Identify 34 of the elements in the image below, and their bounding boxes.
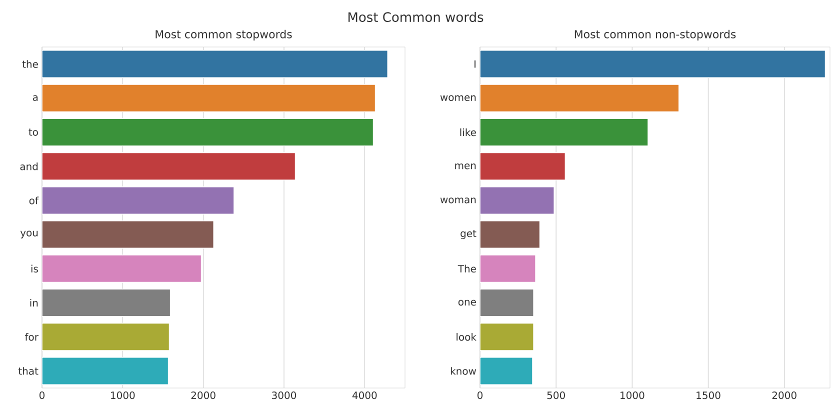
chart-title: Most common stopwords: [156, 30, 292, 40]
y-tick-label: know: [450, 367, 476, 375]
text: Most Common words: [348, 12, 484, 22]
y-tick-label: a: [32, 95, 38, 102]
x-tick-label: 0: [477, 392, 483, 400]
y-tick-label: to: [28, 128, 38, 136]
y-tick-label: and: [20, 162, 38, 170]
y-tick-label: The: [458, 264, 476, 273]
x-tick-label: 1000: [111, 392, 135, 400]
x-tick-label: 1500: [696, 392, 720, 400]
y-tick-label: you: [20, 230, 38, 238]
bar: [480, 186, 555, 214]
y-tick-label: look: [456, 332, 476, 341]
y-tick-label: the: [22, 60, 38, 68]
y-tick-label: that: [18, 367, 38, 375]
x-tick-label: 2000: [772, 392, 796, 400]
chart-title: Most common non-stopwords: [574, 30, 736, 40]
y-tick-label: in: [30, 298, 38, 307]
x-tick-label: 3000: [272, 392, 296, 400]
y-tick-label: is: [31, 264, 38, 273]
y-tick-label: like: [460, 128, 476, 136]
y-tick-label: woman: [440, 198, 476, 204]
x-tick-label: 0: [39, 392, 45, 400]
y-tick-label: women: [440, 95, 476, 102]
y-tick-label: men: [455, 163, 476, 170]
y-tick-label: for: [24, 332, 38, 341]
x-tick-label: 2000: [191, 392, 216, 400]
y-tick-label: I: [474, 60, 476, 68]
x-tick-label: 1000: [620, 392, 644, 400]
x-tick-label: 500: [547, 392, 565, 400]
y-tick-label: get: [460, 230, 476, 240]
x-tick-label: 4000: [352, 392, 377, 400]
y-tick-label: of: [29, 196, 39, 204]
y-tick-label: one: [458, 300, 476, 306]
